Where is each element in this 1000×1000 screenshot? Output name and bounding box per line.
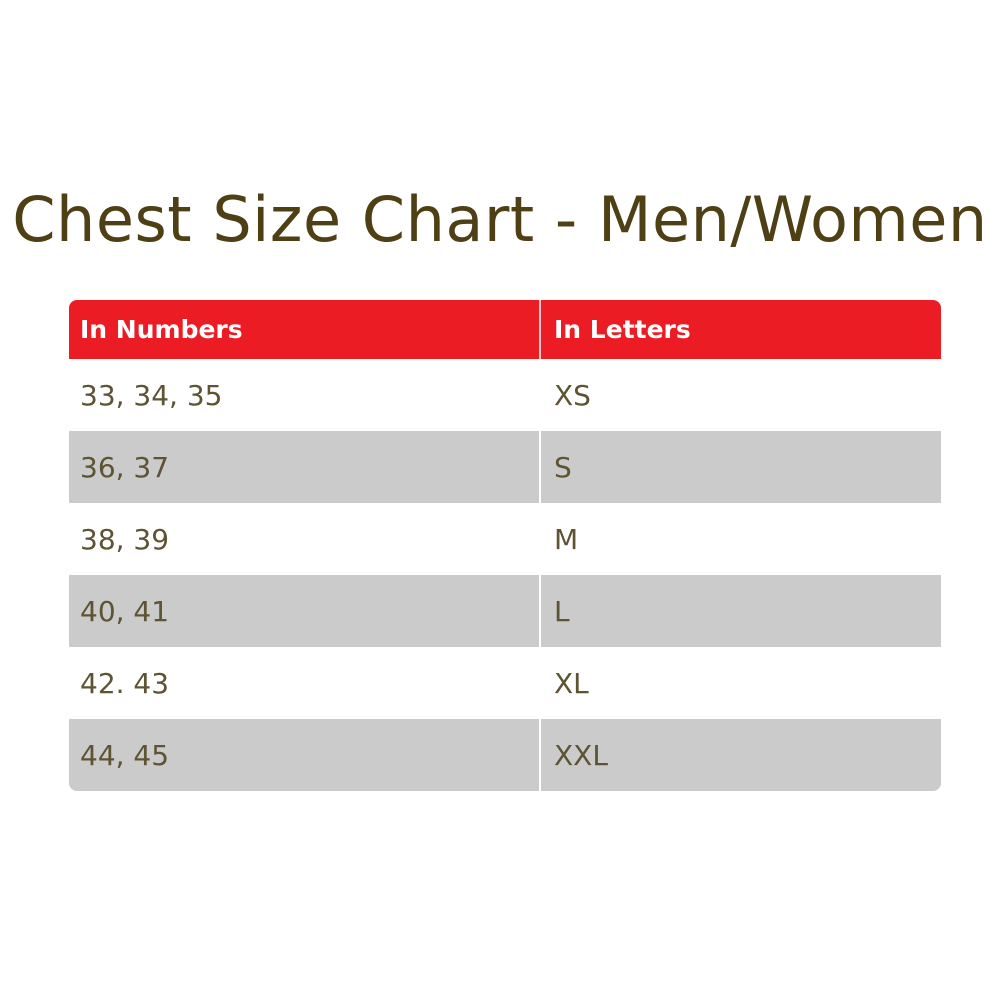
numbers-cell: 44, 45 bbox=[69, 719, 541, 791]
table-row: 38, 39 M bbox=[69, 503, 941, 575]
header-in-numbers: In Numbers bbox=[69, 300, 541, 359]
table-row: 42. 43 XL bbox=[69, 647, 941, 719]
numbers-cell: 36, 37 bbox=[69, 431, 541, 503]
numbers-cell: 38, 39 bbox=[69, 503, 541, 575]
size-table: In Numbers In Letters 33, 34, 35 XS 36, … bbox=[69, 300, 941, 791]
table-row: 44, 45 XXL bbox=[69, 719, 941, 791]
table-row: 33, 34, 35 XS bbox=[69, 359, 941, 431]
letters-cell: L bbox=[554, 594, 570, 628]
numbers-cell: 42. 43 bbox=[69, 647, 541, 719]
table-header: In Numbers In Letters bbox=[69, 300, 941, 359]
letters-cell: XL bbox=[554, 666, 589, 700]
table-row: 40, 41 L bbox=[69, 575, 941, 647]
letters-cell: XXL bbox=[554, 738, 608, 772]
numbers-cell: 40, 41 bbox=[69, 575, 541, 647]
letters-cell: M bbox=[554, 522, 579, 556]
page-title: Chest Size Chart - Men/Women bbox=[12, 183, 988, 256]
header-in-letters: In Letters bbox=[554, 315, 691, 344]
table-row: 36, 37 S bbox=[69, 431, 941, 503]
letters-cell: XS bbox=[554, 378, 591, 412]
letters-cell: S bbox=[554, 450, 572, 484]
numbers-cell: 33, 34, 35 bbox=[69, 359, 541, 431]
